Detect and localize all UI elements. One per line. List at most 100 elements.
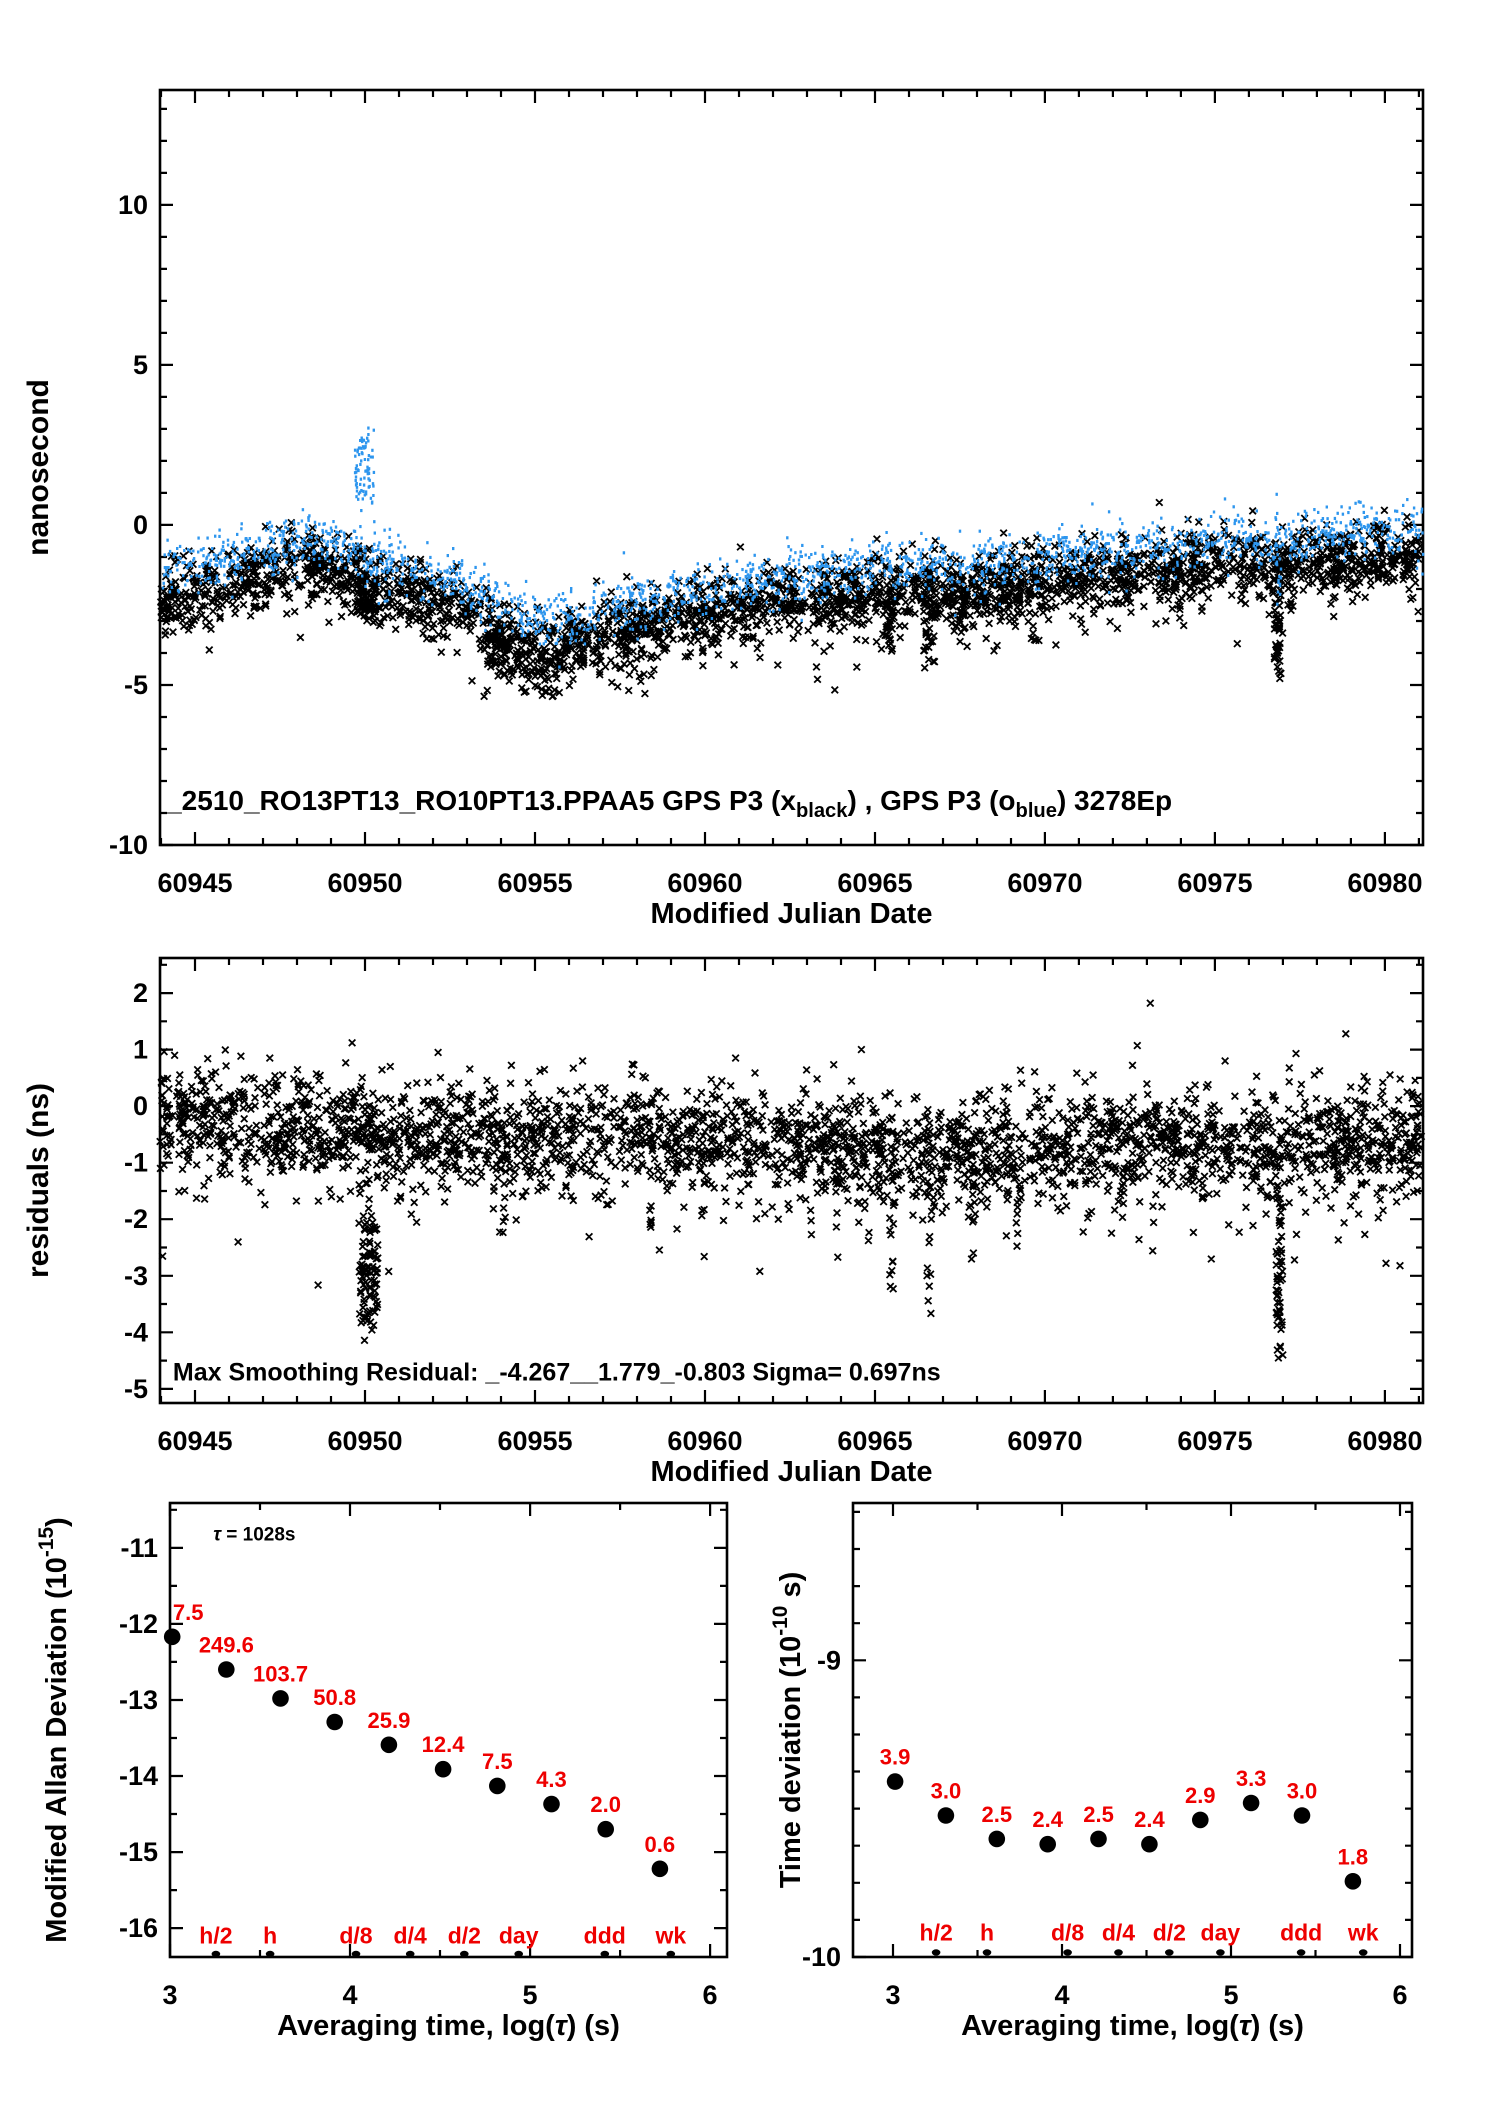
phase-series-dot-markers — [161, 426, 1425, 669]
mdev-point-value-label: 0.6 — [645, 1832, 676, 1857]
mdev-annotation: τ = 1028s — [213, 1524, 295, 1545]
tdev-point-value-label: 3.3 — [1236, 1766, 1267, 1791]
tdev-category-label: h/2 — [920, 1920, 953, 1946]
phase-x-tick-label: 60980 — [1347, 868, 1422, 898]
tdev-y-tick-label: -10 — [802, 1942, 841, 1972]
tdev-x-tick-label: 5 — [1224, 1980, 1239, 2010]
residuals-y-tick-label: 2 — [133, 978, 148, 1008]
mdev-y-tick-label: -15 — [119, 1837, 158, 1867]
phase-y-tick-label: 0 — [133, 510, 148, 540]
mdev-category-dot — [405, 1950, 415, 1958]
mdev-y-axis-title: Modified Allan Deviation (10-15) — [35, 1517, 73, 1942]
tdev-category-dot — [1296, 1949, 1306, 1956]
phase-panel: 60945 60950 60955 60960 60965 60970 60975 60980… — [22, 88, 1425, 930]
tdev-x-tick-label: 6 — [1392, 1980, 1407, 2010]
tdev-axes-frame — [851, 1501, 1414, 1959]
mdev-data-point — [543, 1795, 560, 1813]
mdev-x-tick-label: 5 — [523, 1980, 538, 2010]
mdev-point-value-label: 249.6 — [199, 1633, 254, 1658]
tdev-category-label: d/4 — [1102, 1920, 1135, 1946]
mdev-category-dot — [460, 1950, 469, 1958]
mdev-data-point — [272, 1690, 289, 1707]
residuals-x-tick-label: 60950 — [327, 1426, 402, 1456]
residuals-x-tick-label: 60980 — [1347, 1426, 1422, 1456]
mdev-category-label: day — [499, 1922, 539, 1948]
tdev-point-value-label: 2.4 — [1032, 1807, 1063, 1832]
residuals-x-tick-label: 60945 — [157, 1426, 232, 1456]
tdev-point-value-label: 3.9 — [880, 1745, 911, 1770]
mdev-point-value-label: 4.3 — [536, 1767, 567, 1792]
tdev-data-point — [937, 1807, 955, 1824]
tdev-data-point — [1242, 1794, 1260, 1812]
mdev-category-label: d/4 — [394, 1922, 427, 1948]
residuals-panel: 60945 60950 60955 60960 60965 60970 60975 60980… — [22, 956, 1426, 1488]
tdev-point-value-label: 2.9 — [1185, 1783, 1216, 1808]
mdev-category-dot — [211, 1950, 221, 1958]
phase-axes-frame — [158, 88, 1425, 847]
phase-ticks — [159, 90, 1423, 847]
tdev-x-axis-title: Averaging time, log(τ) (s) — [961, 2010, 1304, 2042]
mdev-ticks — [168, 1503, 727, 1957]
phase-series-x-markers — [156, 498, 1425, 701]
mdev-data-point — [163, 1628, 181, 1646]
mdev-point-value-label: 103.7 — [253, 1661, 308, 1686]
residuals-y-tick-label: -1 — [124, 1148, 148, 1178]
tdev-data-point — [1192, 1811, 1209, 1829]
tdev-data-point — [1344, 1873, 1362, 1890]
tdev-category-label: day — [1201, 1920, 1241, 1946]
phase-y-tick-label: -5 — [124, 670, 148, 700]
mdev-point-value-label: 7.5 — [482, 1749, 513, 1774]
phase-y-tick-label: -10 — [109, 830, 148, 860]
residuals-x-tick-label: 60960 — [667, 1426, 742, 1456]
tdev-panel: 3 4 5 6 -9 -10 Averaging time, log(τ) (s) Time … — [769, 1501, 1414, 2042]
tdev-y-tick-label: -9 — [817, 1645, 841, 1675]
phase-x-tick-label: 60950 — [327, 868, 402, 898]
residuals-y-tick-label: 1 — [133, 1035, 148, 1065]
mdev-data-point — [489, 1777, 506, 1795]
mdev-category-dot — [666, 1950, 676, 1958]
phase-x-axis-title: Modified Julian Date — [651, 898, 933, 930]
residuals-annotation: Max Smoothing Residual: _-4.267__1.779_-… — [173, 1358, 941, 1386]
mdev-y-tick-label: -12 — [119, 1609, 158, 1639]
mdev-x-tick-label: 4 — [343, 1980, 358, 2010]
residuals-y-tick-label: -4 — [124, 1317, 148, 1347]
mdev-category-dot — [351, 1950, 361, 1958]
tdev-point-value-label: 2.5 — [1083, 1802, 1114, 1827]
mdev-data-point — [326, 1713, 344, 1731]
mdev-category-dot — [514, 1950, 523, 1958]
mdev-data-point — [597, 1820, 614, 1838]
mdev-y-tick-label: -16 — [119, 1913, 158, 1943]
tdev-point-value-label: 1.8 — [1338, 1844, 1369, 1869]
tdev-x-tick-label: 3 — [886, 1980, 901, 2010]
mdev-data-point — [434, 1760, 452, 1778]
mdev-axes-frame — [168, 1501, 729, 1959]
tdev-point-value-label: 2.4 — [1134, 1807, 1165, 1832]
tdev-data-point — [1141, 1835, 1158, 1853]
tdev-category-label: h — [980, 1920, 994, 1946]
mdev-point-value-label: 2.0 — [590, 1792, 621, 1817]
tdev-ticks — [853, 1503, 1412, 1959]
mdev-data-point — [651, 1860, 669, 1878]
mdev-y-tick-label: -11 — [120, 1533, 158, 1563]
tdev-category-dot — [1216, 1949, 1225, 1956]
phase-y-tick-label: 10 — [118, 190, 148, 220]
residuals-x-axis-title: Modified Julian Date — [651, 1456, 933, 1488]
tdev-category-label: d/8 — [1051, 1920, 1084, 1946]
tdev-point-value-label: 2.5 — [982, 1802, 1013, 1827]
tdev-category-label: wk — [1347, 1920, 1379, 1946]
mdev-data-point — [380, 1736, 398, 1754]
tdev-category-dot — [931, 1949, 941, 1956]
residuals-x-tick-label: 60975 — [1177, 1426, 1252, 1456]
tdev-data-point — [886, 1773, 904, 1790]
mdev-point-value-label: 7.5 — [173, 1600, 204, 1625]
mdev-category-label: h/2 — [199, 1922, 232, 1948]
mdev-y-tick-label: -13 — [119, 1685, 158, 1715]
mdev-y-tick-label: -14 — [119, 1761, 158, 1791]
residuals-y-tick-label: -2 — [124, 1204, 148, 1234]
phase-x-tick-label: 60970 — [1007, 868, 1082, 898]
mdev-category-label: d/2 — [448, 1922, 481, 1948]
mdev-x-tick-label: 6 — [703, 1980, 718, 2010]
mdev-category-label: wk — [654, 1922, 686, 1948]
